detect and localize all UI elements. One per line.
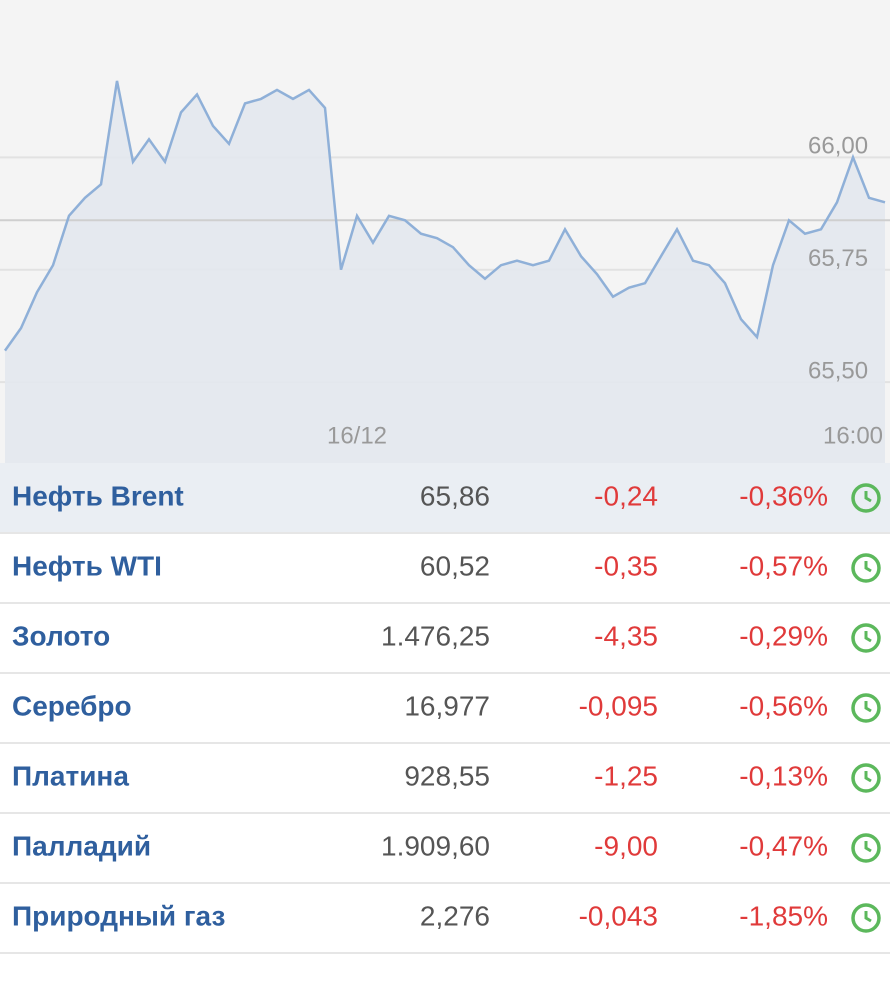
clock-icon: [851, 903, 881, 933]
instrument-name: Палладий: [12, 830, 151, 861]
clock-icon: [851, 763, 881, 793]
change: -0,095: [579, 690, 658, 721]
change: -0,24: [594, 480, 658, 511]
clock-hands: [864, 631, 872, 643]
change-percent: -0,56%: [739, 690, 828, 721]
clock-hands: [864, 701, 872, 713]
change: -0,043: [579, 900, 658, 931]
area: [5, 80, 885, 463]
change-percent: -1,85%: [739, 900, 828, 931]
instrument-name: Серебро: [12, 690, 132, 721]
chart: 65,50 65,75 66,00 16/12 16:00: [0, 0, 890, 463]
change: -4,35: [594, 620, 658, 651]
x-tick-label: 16/12: [327, 422, 387, 449]
change: -1,25: [594, 760, 658, 791]
price: 2,276: [420, 900, 490, 931]
clock-icon: [851, 483, 881, 513]
price: 1.909,60: [381, 830, 490, 861]
instrument-name: Золото: [12, 620, 110, 651]
change: -0,35: [594, 550, 658, 581]
clock-icon: [851, 553, 881, 583]
clock-hands: [864, 841, 872, 853]
clock-hands: [864, 771, 872, 783]
y-tick-label: 65,50: [808, 357, 868, 384]
instrument-name: Платина: [12, 760, 129, 791]
y-tick-label: 66,00: [808, 133, 868, 160]
change-percent: -0,13%: [739, 760, 828, 791]
clock-icon: [851, 623, 881, 653]
price-line: [3, 80, 886, 352]
instrument-name: Нефть WTI: [12, 550, 162, 581]
clock-icon: [851, 693, 881, 723]
quotes-table: Нефть Brent 65,86 -0,24 -0,36% Нефть WTI 60,5…: [0, 463, 890, 954]
price: 16,977: [404, 690, 490, 721]
x-tick-label: 16:00: [823, 422, 883, 449]
clock-icon: [851, 833, 881, 863]
change: -9,00: [594, 830, 658, 861]
clock-hands: [864, 911, 872, 923]
row-highlight: [0, 463, 890, 533]
clock-hands: [864, 491, 872, 503]
price: 1.476,25: [381, 620, 490, 651]
change-percent: -0,36%: [739, 480, 828, 511]
change-percent: -0,57%: [739, 550, 828, 581]
price: 928,55: [404, 760, 490, 791]
clock-hands: [864, 561, 872, 573]
instrument-name: Природный газ: [12, 900, 225, 931]
price: 60,52: [420, 550, 490, 581]
change-percent: -0,29%: [739, 620, 828, 651]
instrument-name: Нефть Brent: [12, 480, 184, 511]
change-percent: -0,47%: [739, 830, 828, 861]
price: 65,86: [420, 480, 490, 511]
y-tick-label: 65,75: [808, 245, 868, 272]
